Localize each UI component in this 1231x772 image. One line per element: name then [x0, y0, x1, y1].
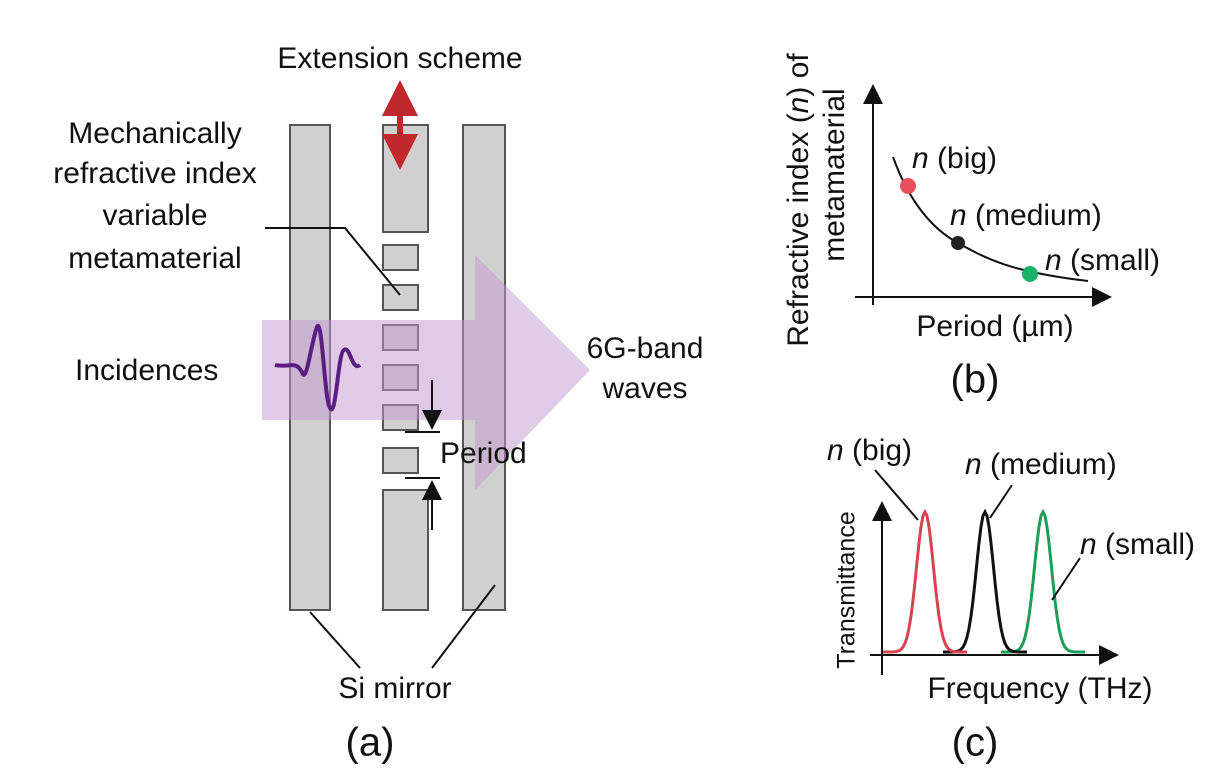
- period-label: Period: [440, 437, 527, 470]
- label: (small): [1097, 528, 1195, 561]
- point-label: n (big): [912, 142, 997, 175]
- symbol: n: [1045, 244, 1062, 277]
- symbol: n: [827, 434, 844, 467]
- label: (small): [1062, 244, 1160, 277]
- peak-label: n (small): [1080, 528, 1195, 561]
- output-label: waves: [601, 372, 687, 405]
- symbol: n: [912, 142, 929, 175]
- label: Refractive index (: [782, 113, 815, 346]
- caption: (b): [951, 358, 1000, 402]
- point: [900, 178, 916, 194]
- label: (big): [844, 434, 912, 467]
- panel-b: n (big) n (medium) n (small) Period (µm)…: [782, 53, 1160, 402]
- point-label: n (medium): [950, 199, 1102, 232]
- peak: [1001, 512, 1085, 652]
- y-axis-label: Transmittance: [833, 511, 861, 668]
- caption: (a): [346, 721, 395, 765]
- caption: (c): [952, 721, 999, 765]
- x-axis-label: Period (µm): [916, 310, 1073, 343]
- metamaterial-label: metamaterial: [68, 242, 241, 275]
- label: (medium): [967, 199, 1102, 232]
- meta-cell: [383, 245, 418, 270]
- symbol: n: [782, 97, 815, 114]
- metamaterial-label: variable: [102, 199, 207, 232]
- peak: [943, 512, 1027, 652]
- incidence-label: Incidences: [75, 354, 218, 387]
- output-label: 6G-band: [587, 332, 704, 365]
- point: [951, 236, 965, 250]
- extension-label: Extension scheme: [277, 42, 522, 75]
- peak-label: n (big): [827, 434, 912, 467]
- peak-label: n (medium): [965, 448, 1117, 481]
- metamaterial-label: Mechanically: [68, 117, 241, 150]
- label: ) of: [782, 53, 815, 97]
- panel-c: n (big) n (medium) n (small) Transmittan…: [827, 434, 1195, 765]
- panel-a: Extension scheme Mechanically refractive…: [53, 42, 703, 765]
- meta-cell: [383, 285, 418, 310]
- label: (big): [929, 142, 997, 175]
- point: [1022, 266, 1038, 282]
- leader-line: [1052, 558, 1080, 600]
- meta-block: [383, 125, 428, 232]
- figure: Extension scheme Mechanically refractive…: [0, 0, 1231, 772]
- metamaterial-label: refractive index: [53, 157, 256, 190]
- symbol: n: [965, 448, 982, 481]
- point-label: n (small): [1045, 244, 1160, 277]
- y-axis-label: metamaterial: [818, 88, 851, 261]
- meta-cell: [383, 448, 418, 473]
- symbol: n: [1080, 528, 1097, 561]
- y-axis-label: Refractive index (n) of: [782, 53, 815, 347]
- leader-line: [990, 485, 1012, 518]
- meta-block: [383, 490, 428, 610]
- label: (medium): [982, 448, 1117, 481]
- leader-line: [265, 228, 400, 295]
- x-axis-label: Frequency (THz): [927, 672, 1152, 705]
- peak: [883, 512, 967, 652]
- leader-line: [310, 612, 360, 668]
- symbol: n: [950, 199, 967, 232]
- mirror-label: Si mirror: [338, 672, 451, 705]
